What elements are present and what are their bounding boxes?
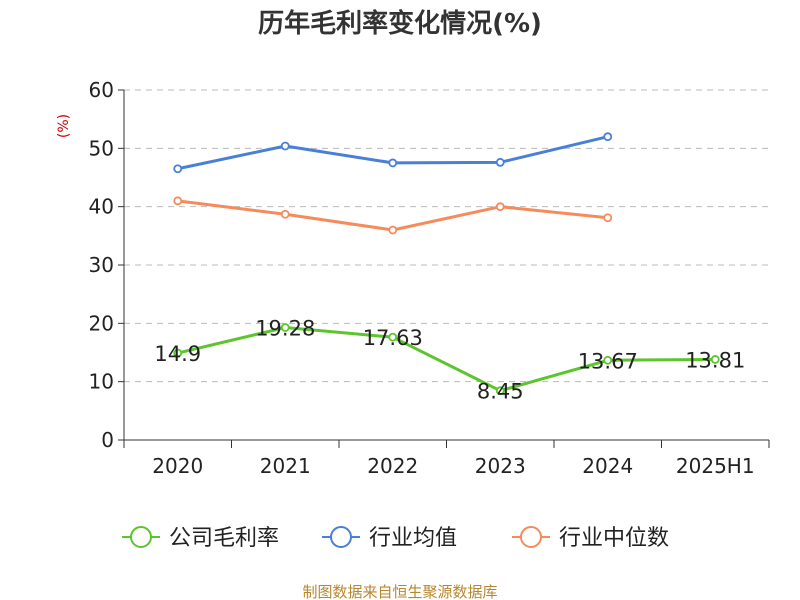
x-tick-label: 2022 — [367, 454, 418, 478]
plot-area: 0 10 20 30 40 50 60 2020 2021 2022 2023 2024 2025H1 1… — [89, 78, 770, 478]
data-point — [173, 164, 183, 174]
legend-label: 行业中位数 — [559, 526, 669, 551]
data-point — [495, 202, 505, 212]
legend-label: 行业均值 — [369, 526, 457, 551]
data-label: 19.28 — [255, 317, 315, 341]
x-tick-label: 2021 — [260, 454, 311, 478]
data-label: 13.67 — [578, 349, 638, 373]
y-tick-label: 50 — [89, 136, 114, 160]
data-label: 14.9 — [154, 342, 201, 366]
data-point — [603, 132, 613, 142]
data-label: 13.81 — [685, 348, 745, 372]
x-tick-label: 2024 — [582, 454, 633, 478]
data-point — [710, 355, 720, 364]
y-tick-label: 40 — [89, 195, 114, 219]
y-tick-label: 10 — [89, 370, 114, 394]
data-label: 8.45 — [477, 380, 524, 404]
data-point — [495, 157, 505, 167]
y-tick-label: 60 — [89, 78, 114, 102]
data-point — [388, 332, 398, 342]
source-note: 制图数据来自恒生聚源数据库 — [302, 583, 497, 600]
y-tick-label: 30 — [89, 253, 114, 277]
data-point — [495, 386, 505, 396]
data-point — [388, 225, 398, 235]
y-tick-label: 20 — [89, 311, 114, 335]
legend-marker — [330, 526, 352, 548]
data-point — [280, 323, 290, 332]
data-label: 17.63 — [363, 326, 423, 350]
data-point — [388, 158, 398, 168]
data-point — [603, 355, 613, 365]
data-point — [173, 196, 183, 206]
legend: 公司毛利率 行业均值 行业中位数 — [122, 526, 669, 551]
legend-marker — [520, 526, 542, 548]
data-point — [173, 348, 183, 358]
x-tick-label: 2025H1 — [676, 454, 755, 478]
series-line — [177, 326, 716, 393]
data-point — [280, 141, 290, 151]
y-tick-label: 0 — [101, 428, 114, 452]
x-tick-label: 2020 — [152, 454, 203, 478]
data-point — [280, 209, 290, 219]
y-axis-unit-label: (%) — [56, 114, 72, 138]
x-tick-label: 2023 — [475, 454, 526, 478]
data-point — [603, 213, 613, 223]
legend-marker — [130, 526, 152, 548]
legend-label: 公司毛利率 — [169, 526, 279, 551]
chart-title: 历年毛利率变化情况(%) — [258, 8, 542, 39]
